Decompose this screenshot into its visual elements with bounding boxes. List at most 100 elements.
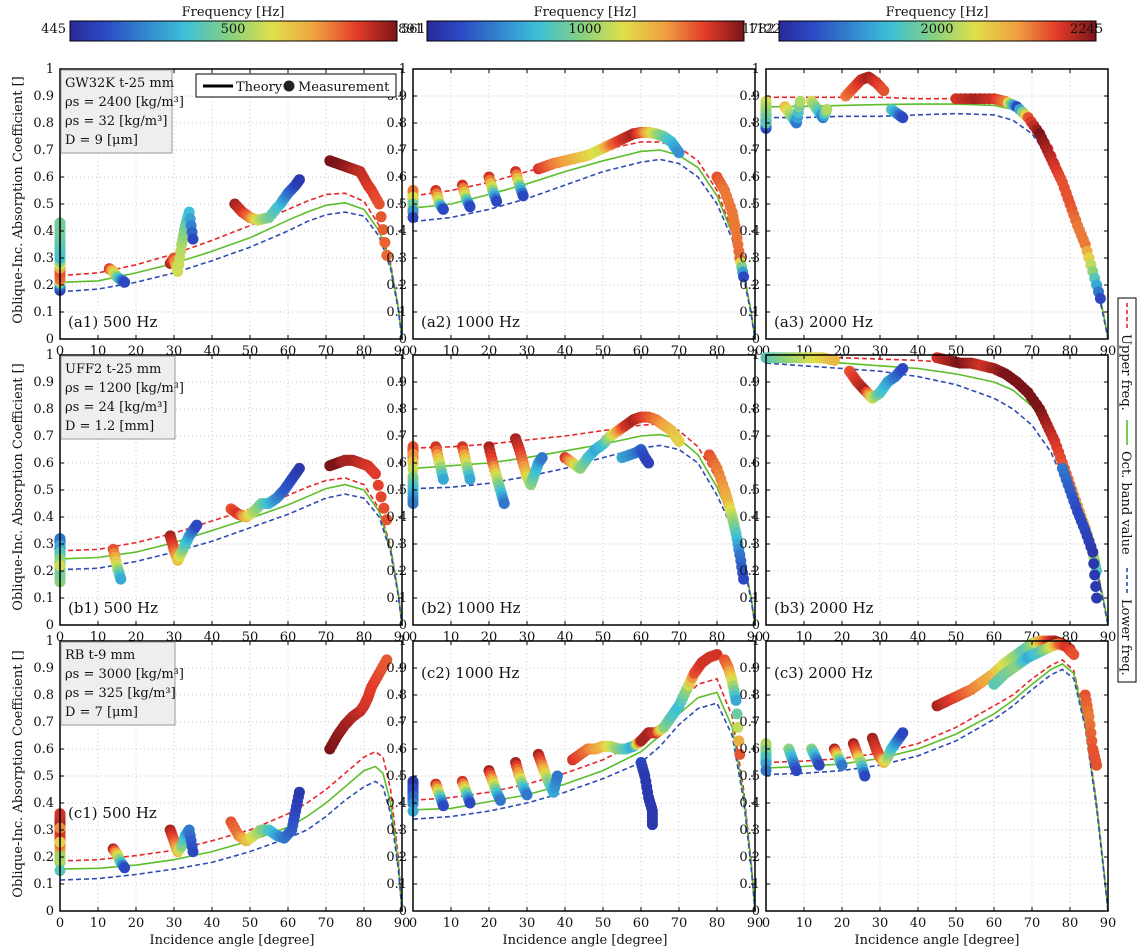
measurement-point: [464, 797, 476, 809]
side-legend-oct: Oct. band value: [1118, 451, 1133, 555]
y-tick-label: 1: [399, 634, 407, 649]
panels: 00.10.20.30.40.50.60.70.80.910 10 20 30 40 50…: [33, 62, 1116, 931]
panel-label: (b1) 500 Hz: [68, 599, 158, 617]
measurement-point: [115, 573, 127, 585]
y-tick-label: 0.7: [33, 429, 54, 444]
measurement-point: [1087, 546, 1099, 558]
side-legend-bg: [1117, 297, 1137, 683]
measurement-point: [437, 203, 449, 215]
x-tick-label: 0: [409, 916, 417, 931]
panel-label: (c2) 1000 Hz: [421, 664, 519, 682]
y-tick-label: 0.1: [33, 591, 54, 606]
measurement-point: [897, 112, 909, 124]
measurement-point: [836, 759, 848, 771]
measurement-point: [1088, 558, 1100, 570]
measurement-dot-swatch: [283, 80, 295, 92]
y-tick-label: 0.5: [386, 769, 407, 784]
y-tick-label: 1: [46, 634, 54, 649]
y-tick-label: 0.9: [386, 375, 407, 390]
measurement-point: [1091, 759, 1103, 771]
x-tick-label: 20: [481, 916, 498, 931]
y-tick-label: 0.9: [33, 375, 54, 390]
measurement-point: [1068, 649, 1080, 660]
y-tick-label: 1: [752, 62, 760, 77]
measurement-point: [673, 435, 685, 447]
colorbar-min: 1782: [742, 22, 775, 37]
material-line-4: D = 7 [μm]: [65, 705, 138, 720]
material-line-1: GW32K t-25 mm: [65, 76, 174, 91]
y-tick-label: 0.8: [386, 688, 407, 703]
measurement-point: [464, 201, 476, 213]
theory-line-upper: [59, 192, 403, 340]
measurement-point: [734, 748, 746, 760]
theory-line-lower: [412, 702, 756, 912]
theory-line-lower: [765, 668, 1109, 912]
measurement-point: [377, 224, 389, 236]
y-tick-label: 0.6: [386, 170, 407, 185]
y-tick-label: 0.2: [739, 278, 760, 293]
measurement-point: [293, 462, 305, 474]
y-tick-label: 0.5: [33, 483, 54, 498]
x-tick-label: 30: [519, 916, 536, 931]
theory-line-oct: [59, 765, 403, 912]
legend-bg: [195, 73, 397, 98]
y-tick-label: 0: [752, 904, 760, 919]
measurement-point: [437, 473, 449, 485]
y-tick-label: 0.8: [739, 688, 760, 703]
measurement-point: [517, 190, 529, 202]
panel-label: (a2) 1000 Hz: [421, 313, 520, 331]
x-tick-label: 80: [709, 916, 726, 931]
y-tick-label: 0.4: [33, 796, 54, 811]
y-tick-label: 0.5: [33, 197, 54, 212]
y-tick-label: 0.9: [739, 89, 760, 104]
y-tick-label: 0: [46, 618, 54, 633]
y-tick-label: 0.4: [33, 224, 54, 239]
colorbar-1: Frequency [Hz] 445 500 561: [41, 5, 426, 42]
colorbar-title: Frequency [Hz]: [886, 5, 989, 20]
measurement-point: [1083, 711, 1095, 723]
x-tick-label: 30: [166, 916, 183, 931]
measurement-point: [191, 519, 203, 531]
y-tick-label: 0.9: [386, 661, 407, 676]
y-tick-label: 0.7: [739, 429, 760, 444]
colorbar-gradient: [426, 20, 745, 42]
colorbar-mid: 2000: [920, 22, 953, 37]
y-tick-label: 0.9: [739, 661, 760, 676]
y-tick-label: 0.7: [33, 715, 54, 730]
measurement-point: [821, 104, 833, 115]
panel-label: (b3) 2000 Hz: [774, 599, 874, 617]
colorbar-max: 1122: [748, 22, 781, 37]
measurement-point: [551, 770, 563, 782]
x-tick-label: 0: [409, 344, 417, 359]
x-tick-label: 60: [986, 916, 1003, 931]
y-tick-label: 0.4: [739, 224, 760, 239]
x-axis-label: Incidence angle [degree]: [150, 933, 315, 948]
plot-area: [413, 355, 755, 625]
measurement-point: [373, 198, 385, 210]
panel-label: (c3) 2000 Hz: [774, 664, 872, 682]
material-line-2: ρs = 1200 [kg/m³]: [65, 381, 184, 396]
theory-line-upper: [765, 658, 1109, 912]
side-legend-lower: Lower freq.: [1118, 599, 1133, 676]
x-tick-label: 20: [834, 916, 851, 931]
y-axis-label: Oblique-Inc. Absorption Coefficient []: [11, 363, 26, 610]
panel-label: (a3) 2000 Hz: [774, 313, 873, 331]
y-tick-label: 0.8: [386, 402, 407, 417]
y-tick-label: 0.7: [386, 429, 407, 444]
material-line-4: D = 9 [μm]: [65, 133, 138, 148]
x-tick-label: 0: [56, 344, 64, 359]
measurement-point: [738, 271, 750, 283]
plot-area: [766, 355, 1108, 625]
material-box-bg: [60, 641, 176, 726]
y-tick-label: 0.2: [386, 564, 407, 579]
material-line-3: ρs = 24 [kg/m³]: [65, 400, 167, 415]
x-tick-label: 10: [796, 916, 813, 931]
measurement-point: [859, 770, 871, 782]
colorbar-max: 561: [401, 22, 426, 37]
theory-line-upper: [766, 96, 1109, 340]
material-box-b: UFF2 t-25 mm ρs = 1200 [kg/m³] ρs = 24 […: [60, 355, 184, 440]
x-tick-label: 0: [762, 916, 770, 931]
colorbar-min: 891: [398, 22, 423, 37]
y-tick-label: 0.6: [33, 456, 54, 471]
